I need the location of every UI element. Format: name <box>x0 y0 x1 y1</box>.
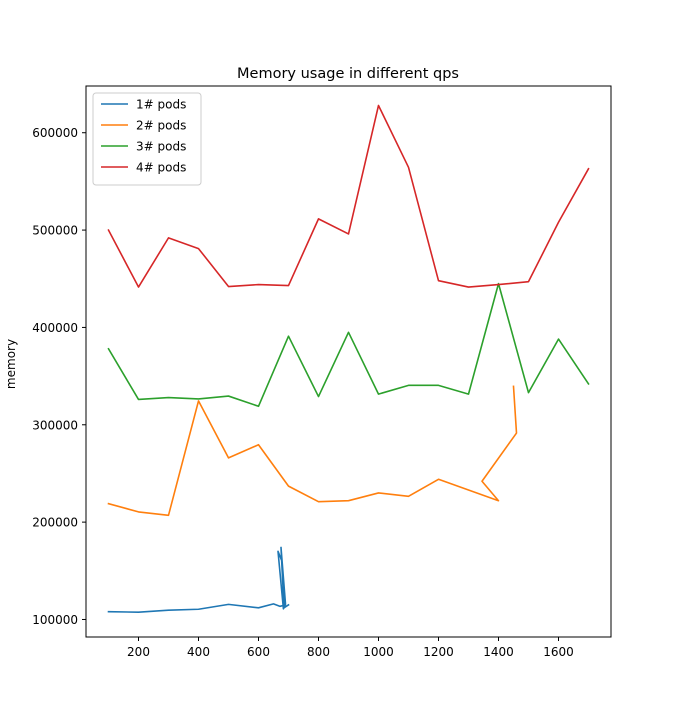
series-line-3 <box>107 282 590 408</box>
plot-area <box>85 85 612 638</box>
x-tick-label: 200 <box>127 645 150 659</box>
legend-box <box>92 92 202 186</box>
legend-label-2: 2# pods <box>136 119 186 133</box>
series-line-4 <box>107 104 590 288</box>
x-tick-label: 1000 <box>363 645 394 659</box>
y-tick-label: 600000 <box>32 126 78 140</box>
y-tick-label: 200000 <box>32 516 78 530</box>
y-tick-label: 500000 <box>32 224 78 238</box>
y-tick-label: 100000 <box>32 613 78 627</box>
chart-title: Memory usage in different qps <box>237 66 459 82</box>
x-tick-label: 400 <box>187 645 210 659</box>
plot-frame <box>85 85 612 638</box>
legend-label-3: 3# pods <box>136 140 186 154</box>
legend-label-4: 4# pods <box>136 161 186 175</box>
x-tick-label: 1200 <box>423 645 454 659</box>
series-line-2 <box>107 385 518 517</box>
x-tick-label: 600 <box>247 645 270 659</box>
axis-ticks: 200 400 600 800 1000 1200 1400 1600 100000 200000… <box>32 126 574 659</box>
y-tick-label: 400000 <box>32 321 78 335</box>
x-tick-label: 800 <box>307 645 330 659</box>
x-tick-label: 1400 <box>483 645 514 659</box>
legend-label-1: 1# pods <box>136 98 186 112</box>
y-tick-label: 300000 <box>32 418 78 432</box>
legend: 1# pods 2# pods 3# pods 4# pods <box>92 92 202 186</box>
y-axis-label: memory <box>4 339 18 389</box>
x-tick-label: 1600 <box>543 645 574 659</box>
series-line-1 <box>107 546 290 613</box>
